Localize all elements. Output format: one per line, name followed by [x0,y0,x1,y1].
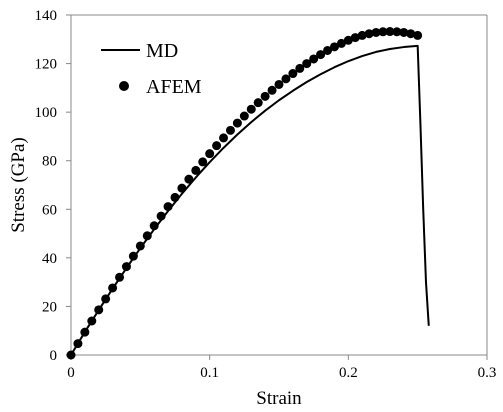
afem-data-point [135,241,145,251]
afem-data-point [212,141,222,151]
y-tick-label: 140 [35,8,58,24]
afem-data-point [385,27,395,37]
md-series-line [70,44,430,356]
afem-data-point [177,183,187,193]
afem-data-point [316,50,326,60]
afem-data-point [392,27,402,37]
afem-data-point [378,27,388,37]
afem-data-point [108,283,118,293]
afem-data-point [406,29,416,39]
afem-data-point [371,27,381,37]
legend-afem-marker-swatch [119,81,129,91]
y-axis-label: Stress (GPa) [8,137,29,233]
x-axis-label: Strain [256,388,302,409]
x-tick-label: 0.1 [200,365,219,381]
afem-data-point [156,211,166,221]
afem-data-point [399,27,409,37]
y-tick-label: 0 [50,348,58,364]
afem-data-point [121,262,131,272]
series [66,27,430,360]
afem-data-point [288,69,298,79]
afem-data-point [142,231,152,241]
afem-data-point [329,42,339,52]
afem-data-point [128,251,138,261]
afem-data-point [323,45,333,55]
afem-data-point [253,98,263,108]
y-tick-label: 100 [35,105,58,121]
afem-data-point [225,125,235,135]
afem-data-point [309,54,319,64]
legend-afem-label: AFEM [146,76,202,98]
afem-data-point [239,111,249,121]
afem-data-point [336,38,346,48]
afem-data-point [80,327,90,337]
afem-data-point [364,29,374,39]
afem-data-point [267,85,277,95]
x-ticks: 0 0.1 0.2 0.3 [67,355,496,381]
y-ticks: 0 20 40 60 80 100 120 140 [35,8,71,364]
y-tick-label: 80 [42,154,57,170]
afem-data-point [219,133,229,143]
afem-data-point [413,30,423,40]
afem-data-point [87,316,97,326]
afem-data-point [246,104,256,114]
afem-data-point [343,35,353,45]
afem-data-point [149,221,159,231]
afem-data-point [115,272,125,282]
afem-data-point [357,30,367,40]
afem-data-point [350,33,360,43]
legend-md-label: MD [146,40,178,62]
axes [70,14,488,356]
afem-data-point [198,157,208,167]
y-tick-label: 120 [35,57,58,73]
afem-data-point [281,74,291,84]
x-tick-label: 0.3 [478,365,497,381]
afem-data-point [170,192,180,202]
afem-data-point [66,350,76,360]
y-tick-label: 40 [42,251,57,267]
afem-data-point [191,165,201,175]
afem-data-point [94,305,104,315]
afem-data-point [73,339,83,349]
afem-data-point [205,149,215,159]
afem-data-point [184,174,194,184]
afem-data-point [163,202,173,212]
afem-data-point [101,294,111,304]
legend: MD AFEM [101,40,202,98]
afem-data-point [302,59,312,69]
afem-data-point [232,118,242,128]
x-tick-label: 0.2 [339,365,358,381]
afem-data-point [274,79,284,89]
afem-data-point [295,63,305,73]
afem-data-point [260,91,270,101]
y-tick-label: 20 [42,299,57,315]
x-tick-label: 0 [67,365,75,381]
y-tick-label: 60 [42,202,57,218]
